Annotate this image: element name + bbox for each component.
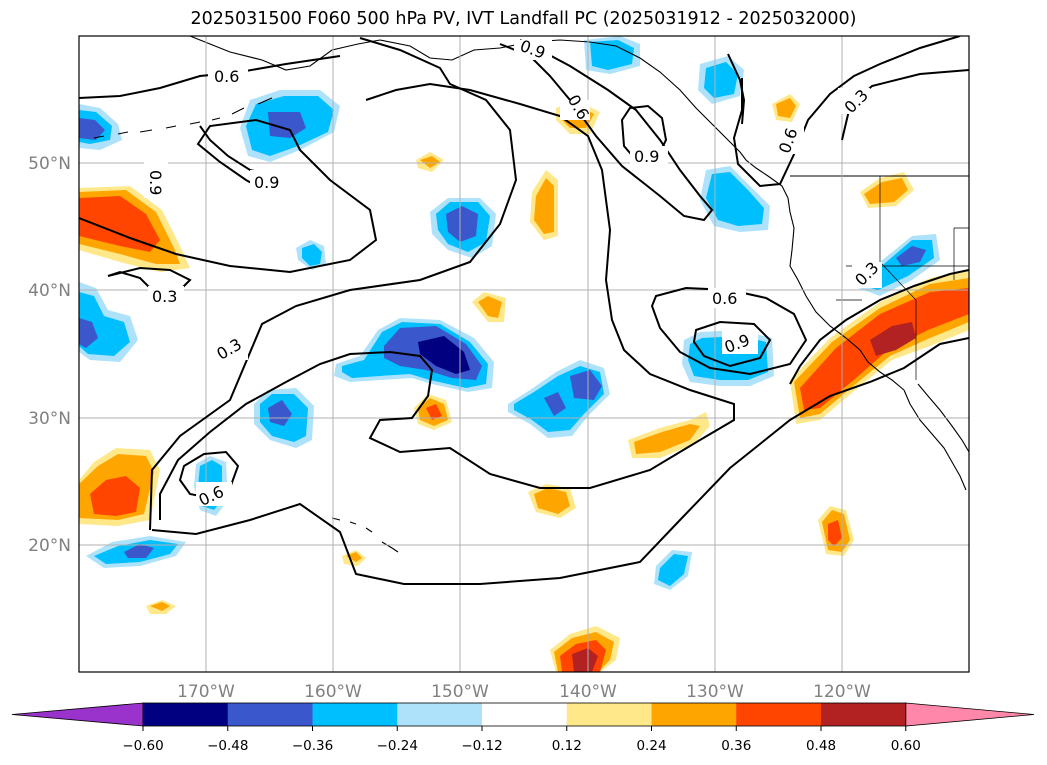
us-west-coast: [789, 211, 905, 391]
neg-anomaly-gulf-alaska-w: [240, 90, 340, 162]
lat-label-50: 50°N: [28, 154, 71, 174]
colorbar-segment: [227, 703, 313, 726]
colorbar-segment: [736, 703, 822, 726]
lat-label-30: 30°N: [28, 409, 71, 429]
bc-coast: [739, 151, 791, 213]
colorbar-segment: [312, 703, 398, 726]
coastlines: [93, 36, 969, 553]
neg-anomaly-central-n: [296, 198, 496, 270]
colorbar-segment: [143, 703, 229, 726]
colorbar-segment: [821, 703, 907, 726]
colorbar-segments: [11, 702, 1035, 727]
lat-label-20: 20°N: [28, 536, 71, 556]
colorbar-tick-label: −0.48: [207, 738, 248, 754]
contour-label-0.6-top: 0.6: [214, 67, 239, 86]
state-borders: [836, 176, 969, 380]
contour-label-0.9-loop: 0.9: [634, 147, 659, 166]
gridlines: [79, 36, 969, 672]
alaska-coast: [189, 36, 741, 153]
colorbar-tick-labels: −0.60 −0.48 −0.36 −0.24 −0.12 0.12 0.24 0.36 0.4…: [122, 738, 920, 754]
neg-anomaly-bc-coast: [584, 36, 770, 232]
lat-label-40: 40°N: [28, 281, 71, 301]
map-frame: [78, 35, 970, 673]
colorbar-tick-label: 0.24: [636, 738, 666, 754]
map-title: 2025031500 F060 500 hPa PV, IVT Landfall…: [190, 9, 857, 29]
contour-0.9-e: [727, 53, 746, 125]
colorbar-outline: [142, 702, 907, 727]
lon-label-170w: 170°W: [177, 682, 235, 702]
colorbar-tick-label: −0.12: [461, 738, 502, 754]
neg-anomaly-core: [79, 118, 105, 140]
colorbar-extend-max: [905, 702, 1035, 727]
contour-label-0.3-wloop: 0.3: [152, 287, 177, 306]
contour-0.6-main: [79, 118, 378, 274]
lon-label-160w: 160°W: [304, 682, 362, 702]
contour-0.3-outer: [149, 37, 518, 531]
contour-label-0.9-w: 0.9: [146, 170, 165, 195]
colorbar-segment: [651, 703, 737, 726]
contour-0.9-loop: [620, 104, 668, 161]
pos-anomaly-w-coast: [79, 186, 190, 272]
contour-label-0.6-eloop: 0.6: [712, 289, 737, 308]
contour-0.6-center: [159, 82, 735, 520]
colorbar-tick-label: 0.12: [552, 738, 582, 754]
neg-anomaly-w-coast-mid: [79, 282, 138, 362]
lat-labels: 50°N 40°N 30°N 20°N: [28, 154, 71, 556]
contour-0.3-south: [151, 337, 969, 585]
pv-shading: [79, 36, 969, 672]
colorbar-segment: [482, 703, 568, 726]
colorbar-segment: [397, 703, 483, 726]
aleutians: [93, 97, 273, 139]
contour-0.9-main: [499, 39, 714, 222]
lon-label-120w: 120°W: [813, 682, 871, 702]
colorbar-tick-label: −0.36: [292, 738, 333, 754]
neg-anomaly-south-w: [86, 456, 692, 590]
contour-0.9-center-loop: [692, 320, 772, 368]
colorbar-tick-label: −0.60: [122, 738, 163, 754]
baja-coast: [903, 389, 967, 491]
colorbar-ticks: [142, 726, 907, 731]
contour-0.6-north: [79, 55, 341, 99]
contour-labels: 0.6 0.9 0.6 0.9 0.6 0.3 0.9 0.9 0.3 0.3 …: [144, 36, 883, 510]
colorbar-tick-label: 0.48: [806, 738, 836, 754]
lon-label-140w: 140°W: [559, 682, 617, 702]
pos-anomaly-sw: [79, 448, 160, 526]
colorbar-extend-min: [11, 702, 144, 727]
pos-anomaly-south: [550, 626, 620, 672]
contour-0.3-north-e: [841, 69, 969, 141]
colorbar-tick-label: 0.36: [721, 738, 751, 754]
colorbar-tick-label: −0.24: [377, 738, 418, 754]
hawaii: [331, 517, 399, 553]
contour-label-0.9-gulf: 0.9: [254, 173, 279, 192]
lon-labels: 170°W 160°W 150°W 140°W 130°W 120°W: [177, 682, 871, 702]
colorbar-segment: [566, 703, 652, 726]
colorbar-tick-label: 0.60: [891, 738, 921, 754]
lon-label-130w: 130°W: [686, 682, 744, 702]
contour-0.6-ar: [789, 269, 969, 385]
lon-label-150w: 150°W: [431, 682, 489, 702]
